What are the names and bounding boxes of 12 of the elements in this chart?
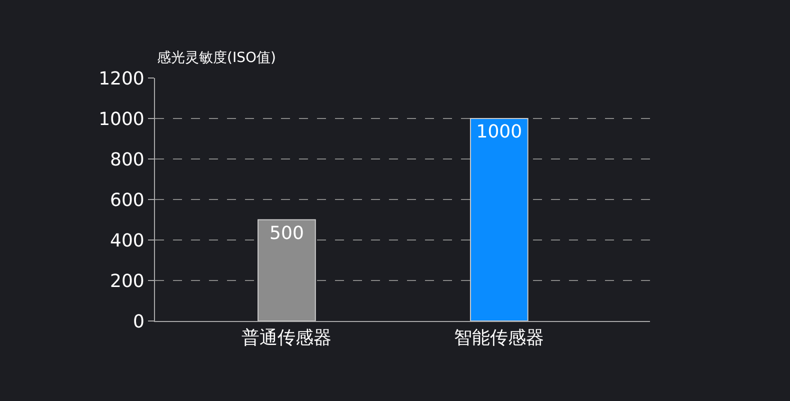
- y-tick-label: 400: [110, 230, 144, 252]
- y-tick-label: 0: [132, 311, 144, 332]
- y-tick-label: 800: [110, 149, 144, 170]
- x-tick-label: 智能传感器: [454, 328, 544, 349]
- y-tick-label: 1000: [98, 108, 144, 130]
- y-tick-label: 1200: [98, 68, 144, 90]
- y-tick-label: 200: [110, 270, 144, 292]
- x-tick-label: 普通传感器: [242, 328, 332, 349]
- data-label: 500: [270, 222, 304, 244]
- y-tick-label: 600: [110, 190, 144, 211]
- y-axis-title: 感光灵敏度(ISO值): [157, 50, 276, 66]
- data-label: 1000: [476, 122, 522, 142]
